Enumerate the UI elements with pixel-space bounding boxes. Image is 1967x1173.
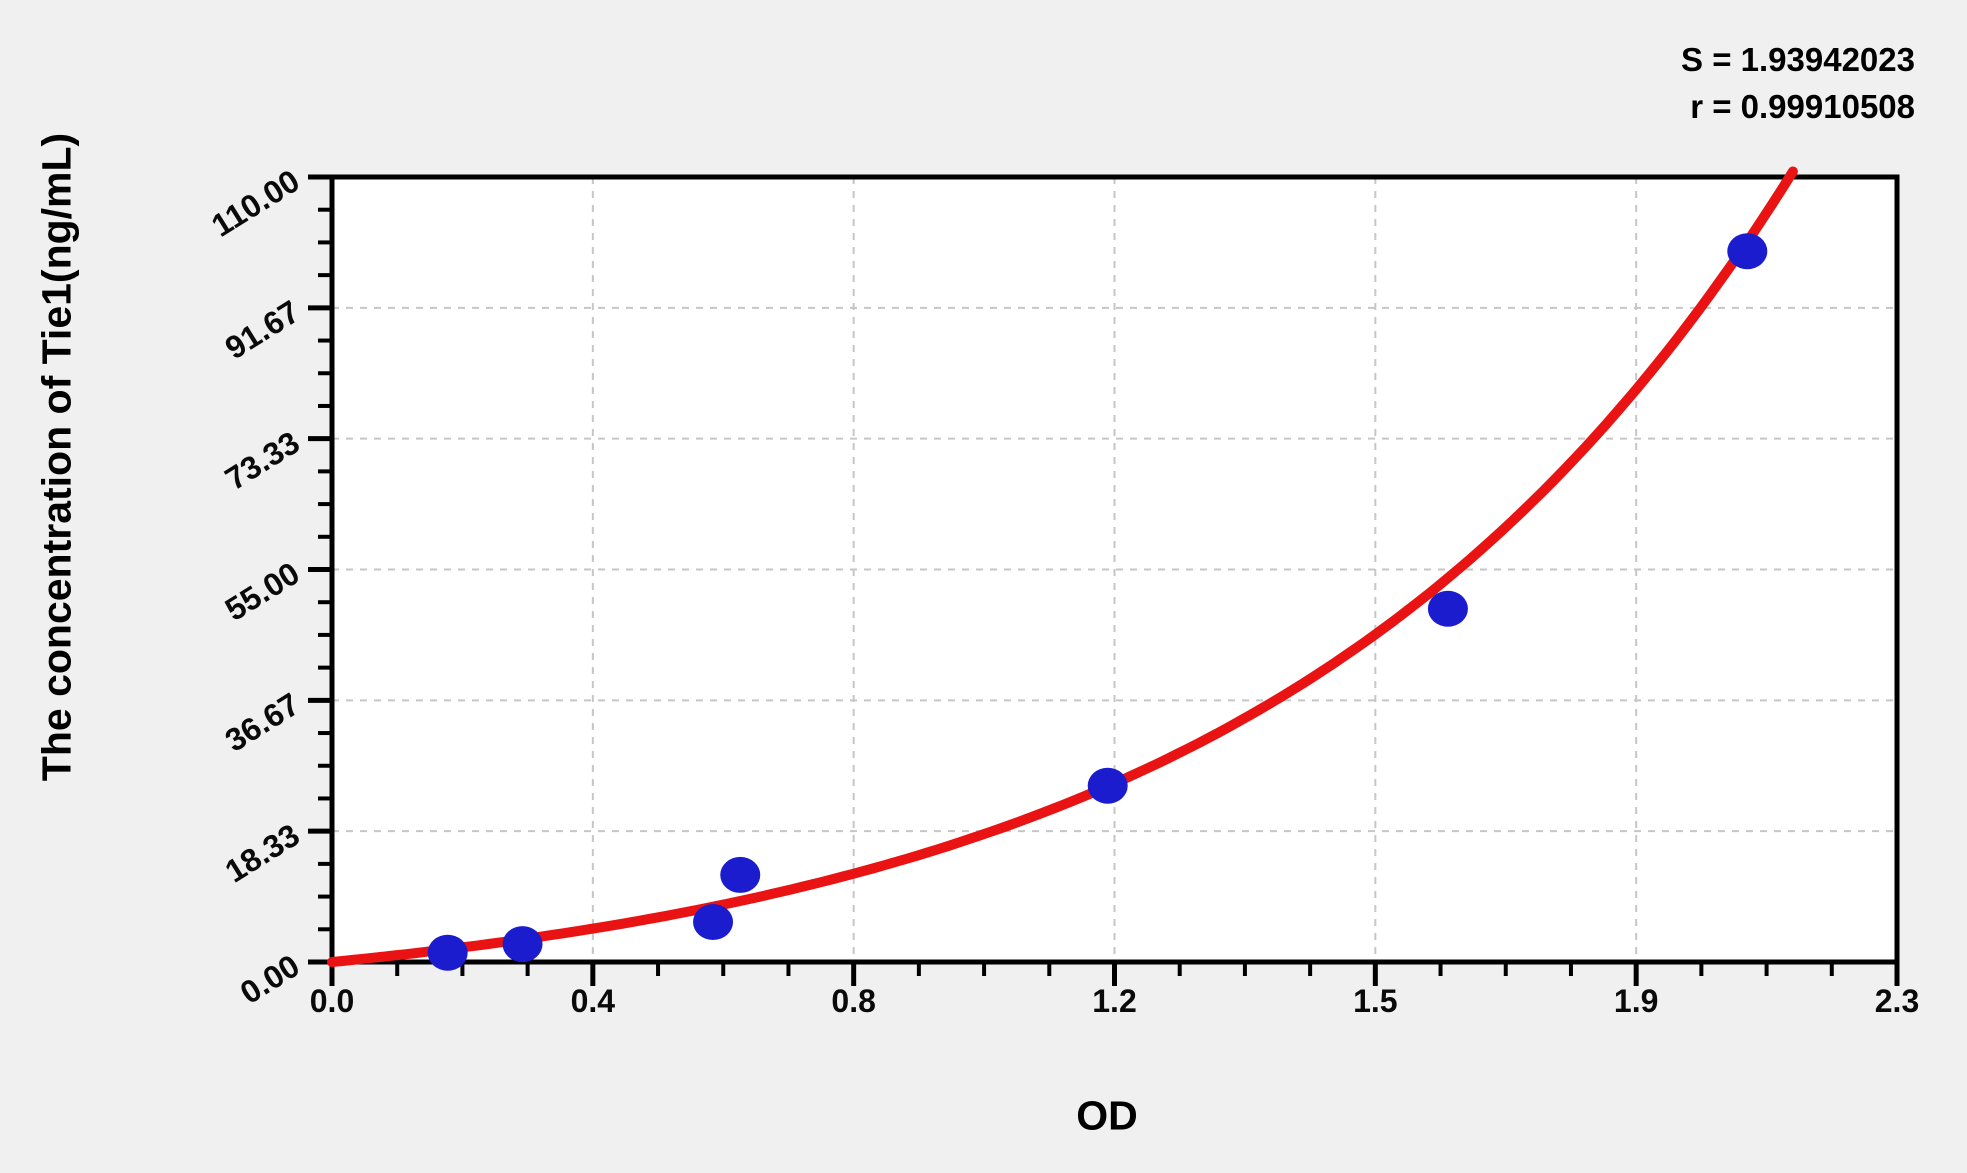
y-axis-title: The concentration of Tie1(ng/mL) (33, 132, 80, 782)
x-tick-label-2.3: 2.3 (1875, 983, 1919, 1019)
x-axis-title: OD (1076, 1092, 1138, 1139)
y-tick-label-0.00: 0.00 (234, 947, 306, 1011)
stat-r-value: r = 0.99910508 (1690, 88, 1915, 125)
standard-point-1 (427, 934, 468, 971)
standard-point-7 (1727, 233, 1768, 270)
y-tick-label-55.00: 55.00 (219, 555, 306, 628)
y-tick-label-73.33: 73.33 (219, 424, 306, 497)
standard-point-3 (693, 904, 734, 941)
x-tick-label-1.5: 1.5 (1353, 983, 1397, 1019)
standard-point-5 (1087, 767, 1128, 804)
fit-curve (327, 166, 1798, 967)
y-tick-label-18.33: 18.33 (219, 817, 306, 890)
y-tick-label-36.67: 36.67 (219, 686, 306, 759)
x-tick-label-0.0: 0.0 (310, 983, 354, 1019)
y-tick-label-110.00: 110.00 (205, 162, 306, 243)
x-tick-label-0.8: 0.8 (831, 983, 875, 1019)
x-tick-label-1.9: 1.9 (1614, 983, 1658, 1019)
x-tick-label-0.4: 0.4 (571, 983, 616, 1019)
standard-point-2 (502, 926, 543, 963)
standard-point-6 (1427, 590, 1468, 627)
y-tick-label-91.67: 91.67 (219, 293, 306, 366)
stats-block: S = 1.93942023 r = 0.99910508 (1681, 36, 1915, 130)
x-tick-label-1.2: 1.2 (1092, 983, 1136, 1019)
standard-point-4 (720, 856, 761, 893)
stat-s-value: S = 1.93942023 (1681, 41, 1915, 78)
